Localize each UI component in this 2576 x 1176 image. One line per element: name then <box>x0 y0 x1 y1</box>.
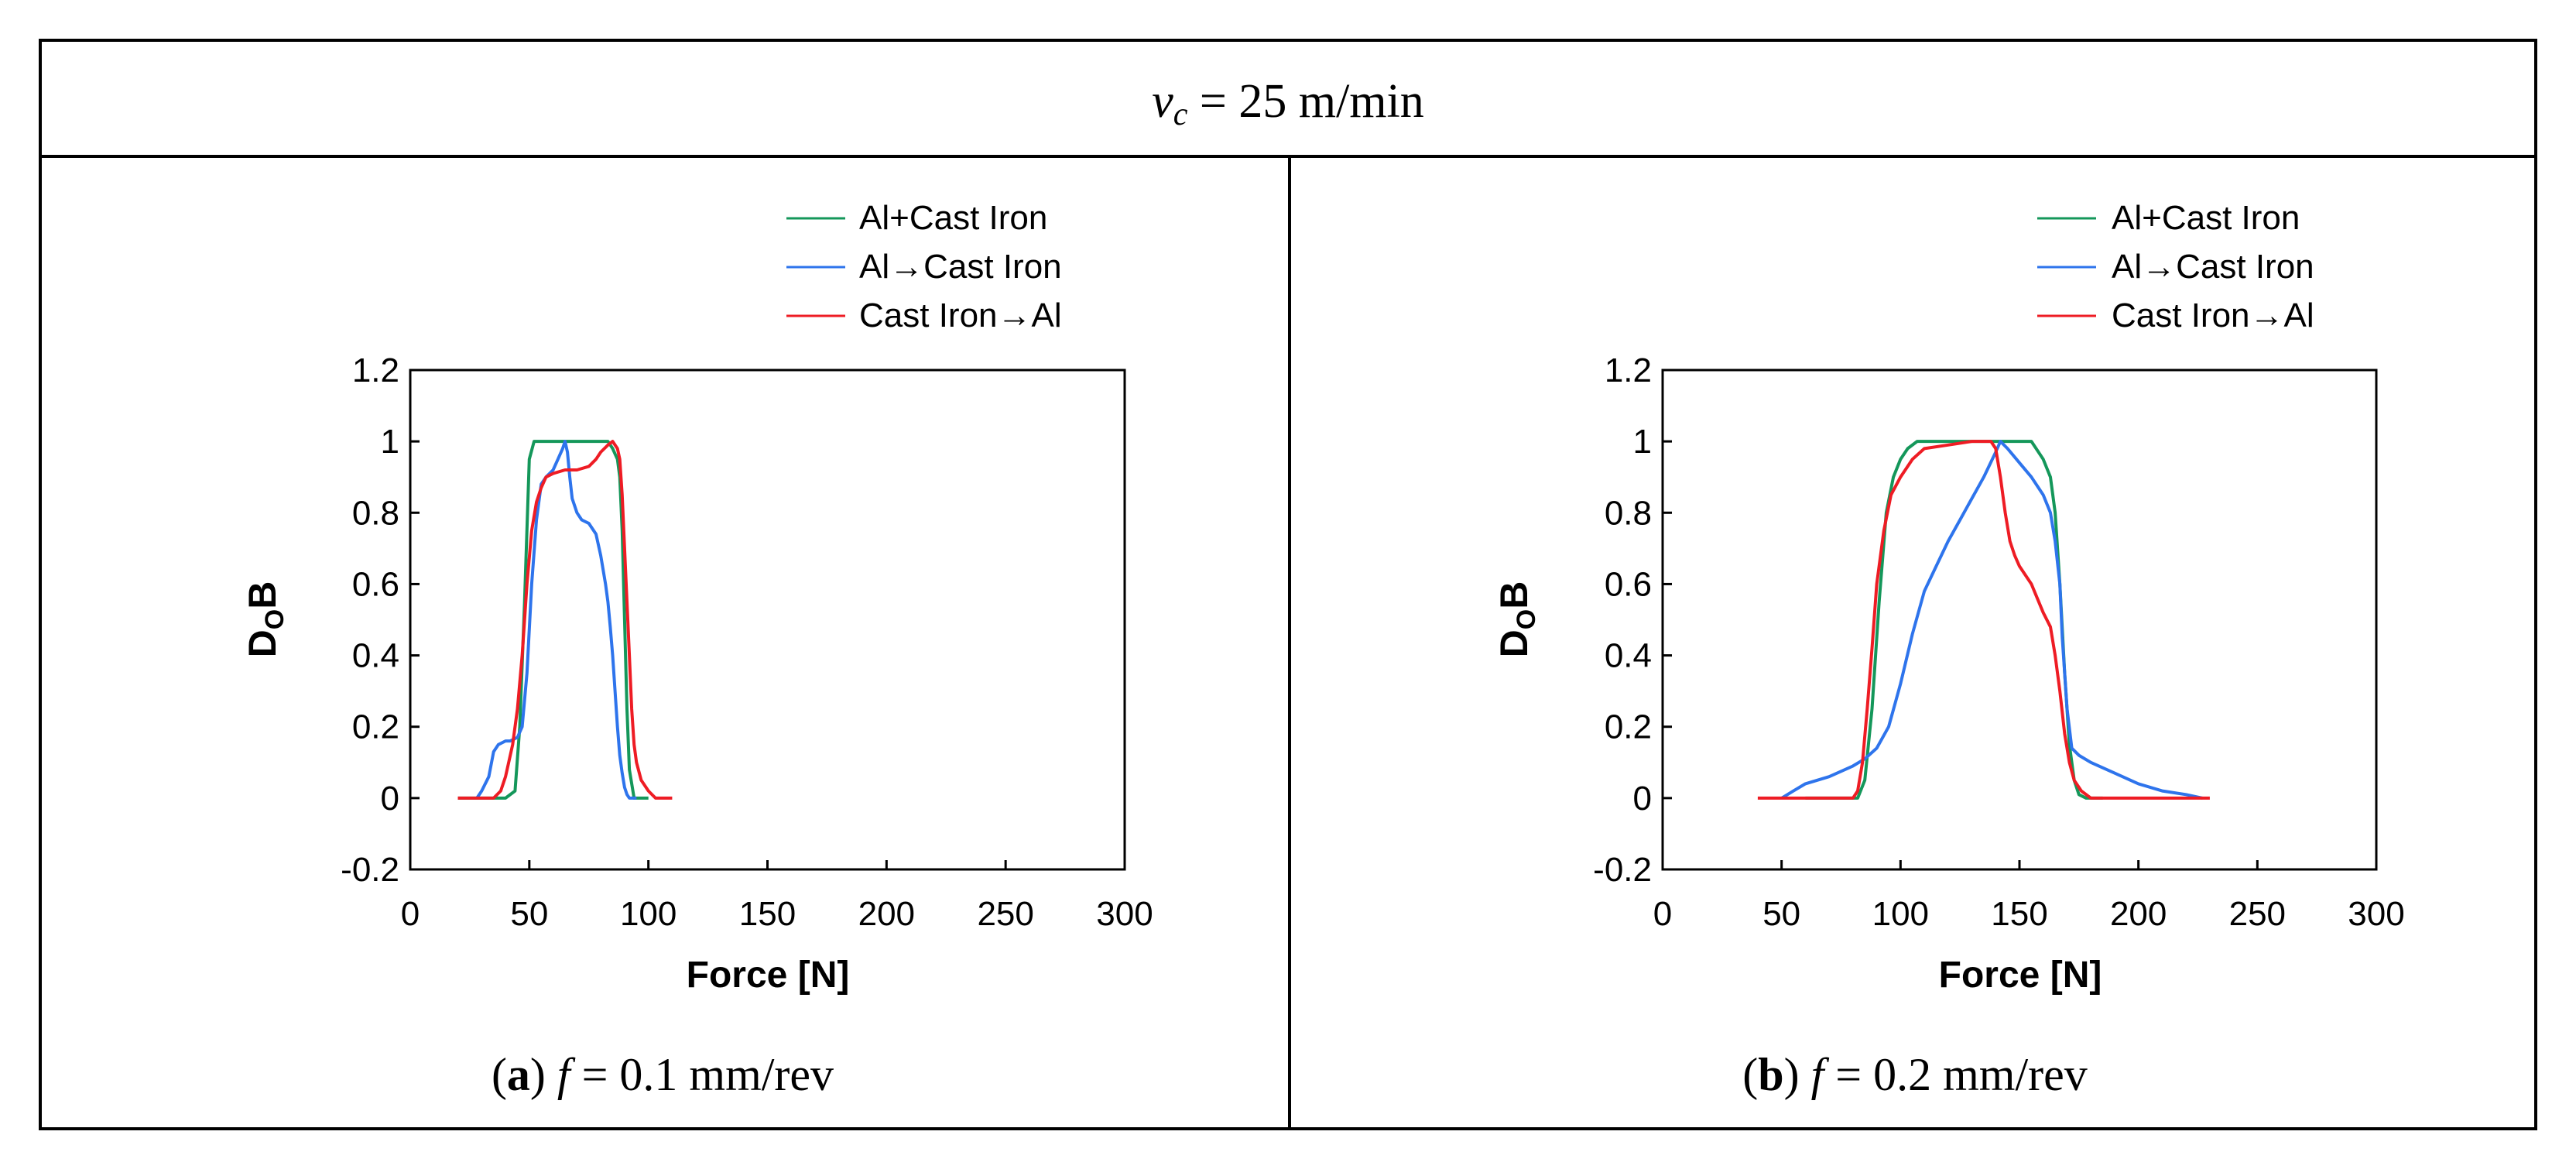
x-tick-label: 100 <box>1872 895 1929 933</box>
x-tick-label: 200 <box>858 895 915 933</box>
legend-label: Al→Cast Iron <box>2112 248 2314 286</box>
series-lines <box>457 440 673 800</box>
x-tick-label: 100 <box>620 895 677 933</box>
table-lines <box>39 39 2537 1130</box>
plot-area <box>1661 369 2378 871</box>
legend-label: Al+Cast Iron <box>2112 199 2300 237</box>
legend-entry: Al+Cast Iron <box>786 199 1047 237</box>
legend-label: Al+Cast Iron <box>859 199 1047 237</box>
x-tick-label: 300 <box>2348 895 2404 933</box>
y-tick-label: 1 <box>381 423 399 461</box>
y-tick-label: 1 <box>1633 423 1652 461</box>
x-tick-label: 250 <box>2229 895 2286 933</box>
series-line <box>1757 440 2210 800</box>
y-tick-label: 0.2 <box>1605 708 1652 746</box>
y-tick-label: -0.2 <box>1593 851 1652 889</box>
y-tick-label: 0.2 <box>352 708 399 746</box>
plot-area <box>409 369 1126 871</box>
legend-entry: Al→Cast Iron <box>786 248 1062 286</box>
y-axis-label: DOB <box>1492 581 1541 658</box>
y-tick-label: 1.2 <box>1605 351 1652 389</box>
y-tick-label: 0.8 <box>1605 494 1652 532</box>
chart-panel-a: Al+Cast Iron Al→Cast Iron Cast Iron→Al 0… <box>241 199 1153 1100</box>
x-tick-label: 200 <box>2110 895 2167 933</box>
legend-entry: Cast Iron→Al <box>2037 297 2314 334</box>
series-line <box>457 440 673 800</box>
chart-panel-b: Al+Cast Iron Al→Cast Iron Cast Iron→Al 0… <box>1492 199 2405 1100</box>
y-tick-label: 0.4 <box>352 637 399 675</box>
y-tick-label: 0 <box>381 780 399 818</box>
y-axis-label: DOB <box>241 581 289 658</box>
x-tick-label: 50 <box>510 895 548 933</box>
legend-entry: Cast Iron→Al <box>786 297 1062 334</box>
x-axis-label: Force [N] <box>1939 955 2102 996</box>
y-tick-label: 0.6 <box>1605 565 1652 603</box>
series-line <box>1805 440 2103 800</box>
legend-label: Al→Cast Iron <box>859 248 1062 286</box>
caption: (b) f = 0.2 mm/rev <box>1742 1049 2087 1100</box>
legend: Al+Cast Iron Al→Cast Iron Cast Iron→Al <box>2037 199 2314 334</box>
x-tick-label: 250 <box>977 895 1033 933</box>
legend-label: Cast Iron→Al <box>859 297 1062 334</box>
x-axis-label: Force [N] <box>687 955 850 996</box>
y-tick-label: 0.8 <box>352 494 399 532</box>
y-tick-label: -0.2 <box>341 851 399 889</box>
y-tick-label: 0.6 <box>352 565 399 603</box>
y-tick-label: 0.4 <box>1605 637 1652 675</box>
axis-ticks: 0 50 100 150 200 250 300-0.200.20.40.60.811.2 <box>341 351 1153 933</box>
series-lines <box>1757 440 2210 800</box>
axis-ticks: 0 50 100 150 200 250 300-0.200.20.40.60.811.2 <box>1593 351 2405 933</box>
x-tick-label: 150 <box>739 895 796 933</box>
legend-entry: Al→Cast Iron <box>2037 248 2314 286</box>
legend-label: Cast Iron→Al <box>2112 297 2314 334</box>
y-tick-label: 0 <box>1633 780 1652 818</box>
series-line <box>475 440 637 800</box>
series-line <box>457 440 649 800</box>
figure-header: vc = 25 m/min <box>1152 75 1424 132</box>
legend-entry: Al+Cast Iron <box>2037 199 2300 237</box>
x-tick-label: 0 <box>1653 895 1672 933</box>
legend: Al+Cast Iron Al→Cast Iron Cast Iron→Al <box>786 199 1062 334</box>
y-tick-label: 1.2 <box>352 351 399 389</box>
x-tick-label: 0 <box>401 895 420 933</box>
x-tick-label: 300 <box>1096 895 1153 933</box>
caption: (a) f = 0.1 mm/rev <box>492 1049 834 1100</box>
series-line <box>1780 440 2204 800</box>
x-tick-label: 150 <box>1991 895 2047 933</box>
x-tick-label: 50 <box>1762 895 1800 933</box>
